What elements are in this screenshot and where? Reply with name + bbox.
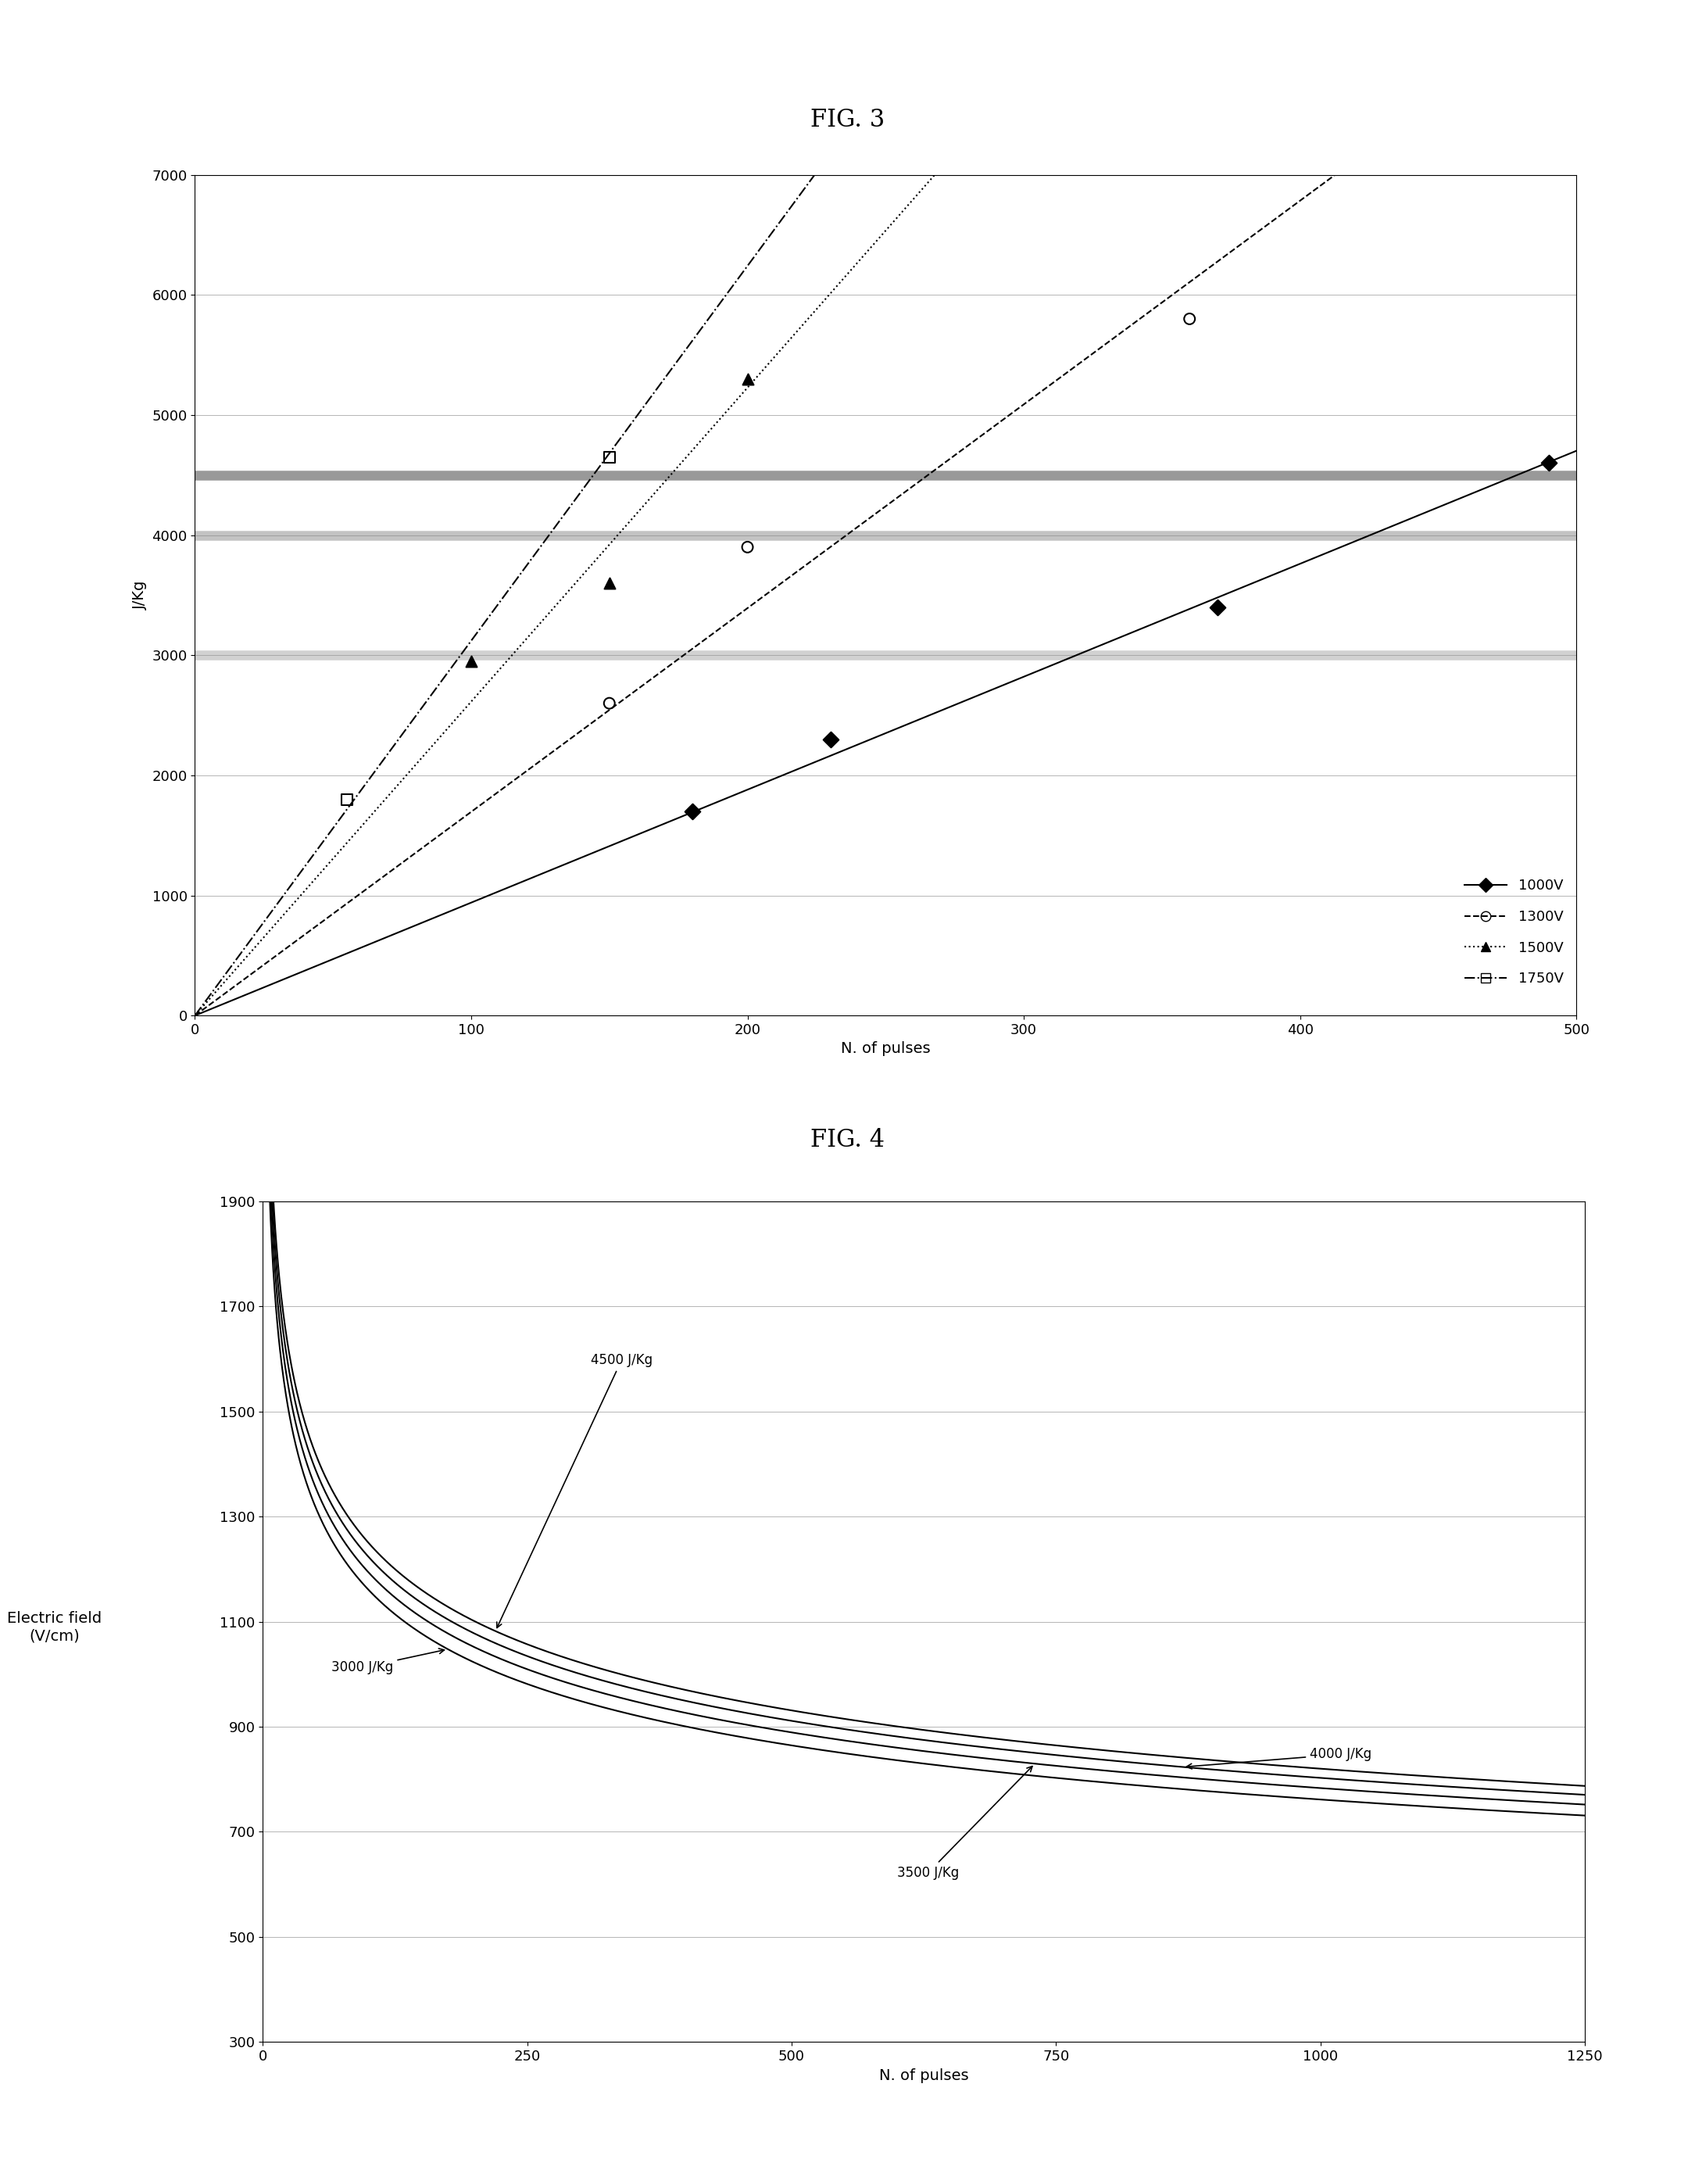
- Point: [597, 686, 624, 721]
- Point: [734, 360, 761, 397]
- Text: FIG. 3: FIG. 3: [810, 107, 885, 133]
- Point: [597, 566, 624, 601]
- Point: [1176, 301, 1203, 336]
- Text: 3500 J/Kg: 3500 J/Kg: [897, 1767, 1032, 1880]
- Point: [1203, 590, 1231, 625]
- Text: Electric field
(V/cm): Electric field (V/cm): [7, 1612, 102, 1642]
- X-axis label: N. of pulses: N. of pulses: [841, 1042, 931, 1057]
- Point: [678, 793, 705, 828]
- Text: 3000 J/Kg: 3000 J/Kg: [332, 1649, 444, 1675]
- Point: [597, 439, 624, 474]
- Text: 4500 J/Kg: 4500 J/Kg: [497, 1354, 653, 1627]
- X-axis label: N. of pulses: N. of pulses: [880, 2068, 968, 2084]
- Point: [458, 644, 485, 679]
- Text: 4000 J/Kg: 4000 J/Kg: [1186, 1747, 1371, 1769]
- Point: [1536, 446, 1563, 480]
- Point: [334, 782, 361, 817]
- Y-axis label: J/Kg: J/Kg: [132, 581, 147, 609]
- Point: [817, 721, 844, 756]
- Point: [734, 531, 761, 566]
- Legend: 1000V, 1300V, 1500V, 1750V: 1000V, 1300V, 1500V, 1750V: [1459, 874, 1570, 992]
- Text: FIG. 4: FIG. 4: [810, 1127, 885, 1153]
